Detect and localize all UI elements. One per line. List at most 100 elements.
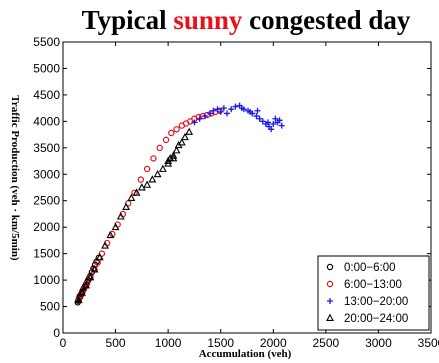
legend: 0:00−6:00 6:00−13:00 13:00−20:00 20:00−24:0… xyxy=(317,255,430,331)
data-point xyxy=(217,108,224,115)
data-point xyxy=(111,222,120,231)
legend-label: 20:00−24:00 xyxy=(344,313,408,325)
x-axis-ticks: 0 500 1000 1500 2000 2500 3000 3500 xyxy=(60,42,439,350)
data-point xyxy=(278,122,285,129)
title-part-1: sunny xyxy=(173,5,243,35)
data-point xyxy=(164,156,173,164)
data-point xyxy=(207,110,214,117)
legend-marker xyxy=(327,298,333,304)
data-point xyxy=(90,265,99,273)
y-axis-label: Traffic Production (veh · km/5min) xyxy=(9,95,21,261)
y-tick-label: 3500 xyxy=(33,141,60,155)
y-tick-label: 3000 xyxy=(33,167,60,181)
data-point xyxy=(224,110,231,117)
data-point xyxy=(270,121,277,128)
x-tick-label: 500 xyxy=(106,336,126,350)
data-point xyxy=(137,183,146,191)
data-point xyxy=(210,107,217,114)
data-point xyxy=(153,169,162,178)
data-point xyxy=(191,119,198,126)
y-tick-label: 4500 xyxy=(33,88,60,102)
data-point xyxy=(214,106,221,113)
data-point xyxy=(201,113,208,120)
data-point xyxy=(78,288,86,296)
data-point xyxy=(253,113,260,120)
x-tick-label: 0 xyxy=(60,336,67,350)
data-point xyxy=(247,108,254,115)
y-tick-label: 5500 xyxy=(33,35,60,49)
data-point xyxy=(169,154,178,162)
y-tick-label: 4000 xyxy=(33,114,60,128)
data-point xyxy=(82,281,91,289)
data-point xyxy=(272,115,279,122)
series-3 xyxy=(74,127,194,304)
legend-marker xyxy=(326,263,334,271)
data-point xyxy=(196,115,203,122)
data-points xyxy=(74,102,285,306)
data-point xyxy=(265,119,272,126)
data-point xyxy=(74,295,83,304)
data-point xyxy=(185,127,194,135)
y-tick-label: 1500 xyxy=(33,247,60,261)
data-point xyxy=(148,175,157,183)
series-2 xyxy=(191,102,285,133)
data-point xyxy=(101,241,109,249)
y-tick-label: 1000 xyxy=(33,273,60,287)
data-point xyxy=(276,117,283,124)
y-tick-label: 5000 xyxy=(33,61,60,75)
y-tick-label: 500 xyxy=(40,300,60,314)
data-point xyxy=(137,176,145,183)
data-point xyxy=(127,193,136,202)
data-point xyxy=(220,105,227,112)
data-point xyxy=(150,155,157,162)
y-axis-ticks: 0 500 1000 1500 2000 2500 3000 3500 4000 4500 5000… xyxy=(33,35,431,340)
data-point xyxy=(169,151,178,159)
data-point xyxy=(106,230,115,239)
x-tick-label: 2500 xyxy=(313,336,340,350)
data-point xyxy=(173,126,180,133)
x-tick-label: 2000 xyxy=(260,336,287,350)
data-point xyxy=(143,180,152,188)
data-point xyxy=(268,126,275,133)
data-point xyxy=(172,146,181,154)
data-point xyxy=(228,106,235,113)
legend-marker xyxy=(326,280,334,288)
title-part-2: congested day xyxy=(242,5,410,35)
chart-title: Typical sunny congested day xyxy=(82,5,411,35)
data-point xyxy=(98,250,106,257)
data-point xyxy=(156,144,163,152)
data-point xyxy=(256,115,263,122)
legend-box xyxy=(317,255,430,331)
data-point xyxy=(232,103,239,110)
data-point xyxy=(86,273,95,281)
y-tick-label: 0 xyxy=(53,326,60,340)
data-point xyxy=(95,252,104,261)
x-tick-label: 3500 xyxy=(418,336,439,350)
data-point xyxy=(143,165,151,173)
data-point xyxy=(158,164,167,172)
y-tick-label: 2000 xyxy=(33,220,60,234)
legend-label: 13:00−20:00 xyxy=(344,296,408,308)
data-point xyxy=(122,202,131,211)
data-point xyxy=(259,118,266,125)
legend-label: 6:00−13:00 xyxy=(344,279,402,291)
data-point xyxy=(162,136,170,144)
x-tick-label: 1000 xyxy=(155,336,182,350)
data-point xyxy=(116,212,125,220)
data-point xyxy=(238,105,245,112)
y-tick-label: 2500 xyxy=(33,194,60,208)
legend-marker xyxy=(326,313,334,321)
data-point xyxy=(254,107,261,114)
data-point xyxy=(132,188,141,196)
data-point xyxy=(195,113,202,121)
x-tick-label: 3000 xyxy=(365,336,392,350)
x-axis-label: Accumulation (veh) xyxy=(199,348,292,360)
data-point xyxy=(177,138,186,146)
x-tick-label: 1500 xyxy=(207,336,234,350)
data-point xyxy=(83,280,91,287)
data-point xyxy=(181,132,189,141)
title-part-0: Typical xyxy=(82,5,174,35)
legend-label: 0:00−6:00 xyxy=(344,262,395,274)
data-point xyxy=(168,129,175,137)
